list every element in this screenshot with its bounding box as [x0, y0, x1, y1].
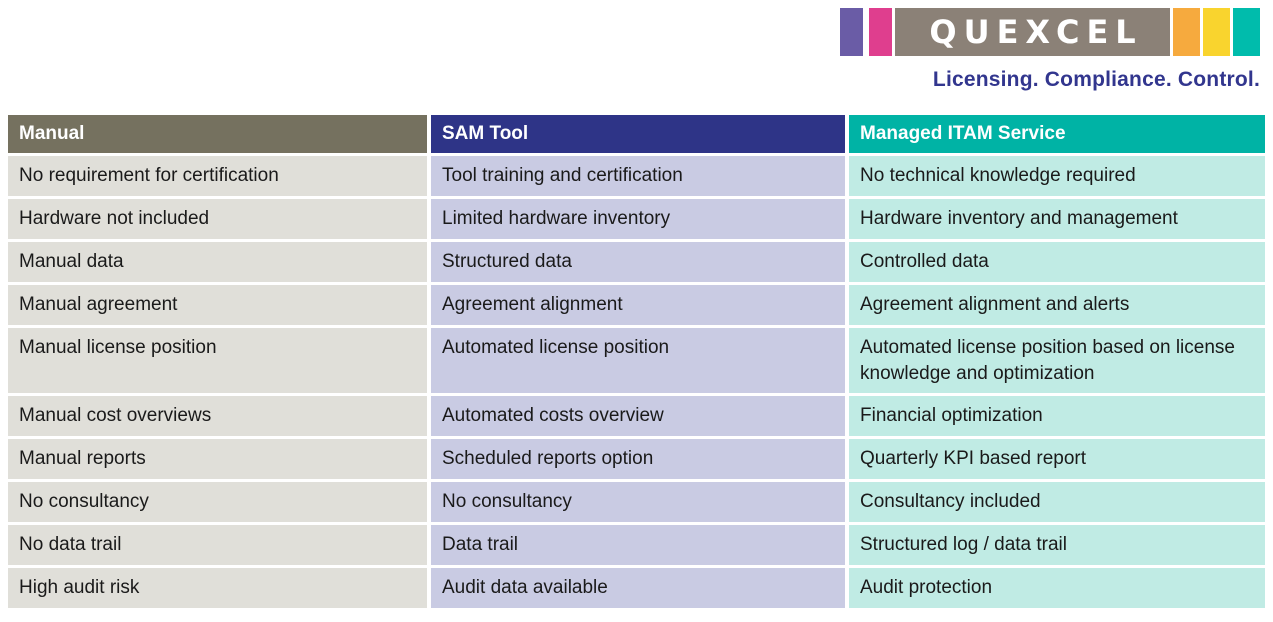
table-cell: Data trail [431, 525, 845, 565]
logo-wordmark-band: QUEXCEL [894, 8, 1171, 56]
table-cell: Manual reports [8, 439, 427, 479]
table-cell: No consultancy [431, 482, 845, 522]
table-cell: Hardware not included [8, 199, 427, 239]
table-cell: Hardware inventory and management [849, 199, 1265, 239]
table-cell: Agreement alignment and alerts [849, 285, 1265, 325]
table-cell: Financial optimization [849, 396, 1265, 436]
table-cell: Consultancy included [849, 482, 1265, 522]
table-cell: Scheduled reports option [431, 439, 845, 479]
table-cell: Manual agreement [8, 285, 427, 325]
logo-teal-square [1233, 8, 1260, 56]
table-cell: No technical knowledge required [849, 156, 1265, 196]
table-cell: Tool training and certification [431, 156, 845, 196]
table-cell: No requirement for certification [8, 156, 427, 196]
table-cell: Audit data available [431, 568, 845, 608]
brand-tagline: Licensing. Compliance. Control. [932, 68, 1260, 91]
table-cell: High audit risk [8, 568, 427, 608]
table-cell: Controlled data [849, 242, 1265, 282]
table-cell: No data trail [8, 525, 427, 565]
table-cell: Manual cost overviews [8, 396, 427, 436]
logo-orange-square [1173, 8, 1201, 56]
logo-yellow-square [1203, 8, 1231, 56]
table-cell: Automated license position based on lice… [849, 328, 1265, 393]
logo-purple-square [840, 8, 863, 56]
table-cell: No consultancy [8, 482, 427, 522]
brand-name: QUEXCEL [929, 13, 1143, 51]
comparison-table: Manual SAM Tool Managed ITAM Service No req… [8, 115, 1265, 608]
logo-pink-square [868, 8, 892, 56]
table-cell: Manual license position [8, 328, 427, 393]
table-cell: Manual data [8, 242, 427, 282]
logo-color-bar: QUEXCEL [840, 8, 1260, 56]
column-header-manual: Manual [8, 115, 427, 153]
table-cell: Audit protection [849, 568, 1265, 608]
column-header-sam-tool: SAM Tool [431, 115, 845, 153]
table-cell: Quarterly KPI based report [849, 439, 1265, 479]
table-cell: Structured log / data trail [849, 525, 1265, 565]
table-cell: Structured data [431, 242, 845, 282]
table-cell: Agreement alignment [431, 285, 845, 325]
column-header-managed-itam-service: Managed ITAM Service [849, 115, 1265, 153]
table-cell: Automated costs overview [431, 396, 845, 436]
table-cell: Automated license position [431, 328, 845, 393]
table-cell: Limited hardware inventory [431, 199, 845, 239]
brand-logo: QUEXCEL Licensing. Compliance. Control. [840, 8, 1260, 92]
